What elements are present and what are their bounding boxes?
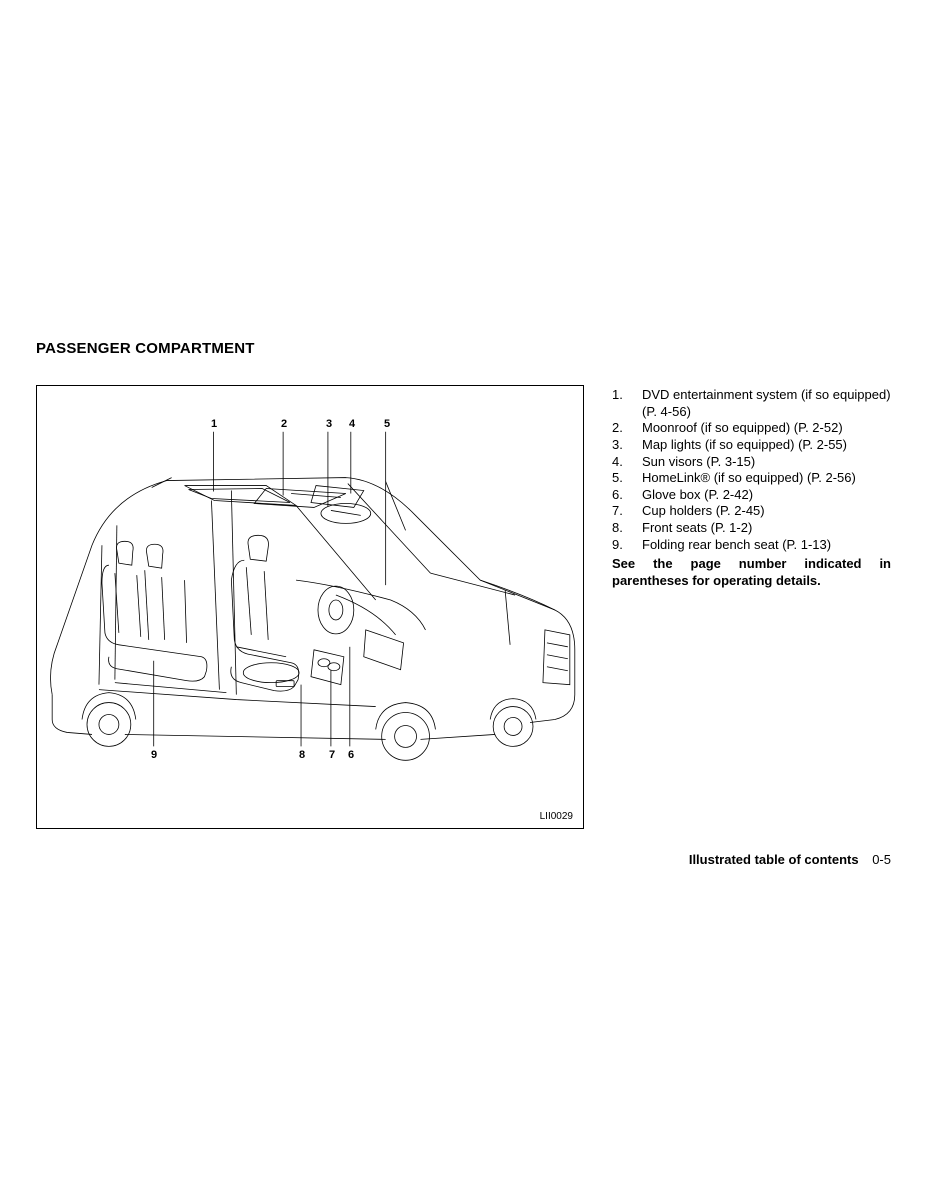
content-row: 1 2 3 4 5 9 8 7 6 [36,385,891,829]
legend-text: Map lights (if so equipped) (P. 2-55) [642,437,891,454]
legend-text: Moonroof (if so equipped) (P. 2-52) [642,420,891,437]
legend-num: 1. [612,387,642,420]
page-content: PASSENGER COMPARTMENT [36,340,891,829]
legend-item: 7. Cup holders (P. 2-45) [612,503,891,520]
legend-num: 4. [612,454,642,471]
callout-6: 6 [348,749,354,761]
legend-num: 8. [612,520,642,537]
diagram-id: LII0029 [540,811,573,822]
legend-text: HomeLink® (if so equipped) (P. 2-56) [642,470,891,487]
footer-section-name: Illustrated table of contents [689,852,859,867]
legend-num: 5. [612,470,642,487]
legend-item: 1. DVD entertainment system (if so equip… [612,387,891,420]
legend-text: Cup holders (P. 2-45) [642,503,891,520]
legend-num: 6. [612,487,642,504]
footer-page-number: 0-5 [872,852,891,867]
callout-2: 2 [281,418,287,430]
section-title: PASSENGER COMPARTMENT [36,340,891,357]
diagram-container: 1 2 3 4 5 9 8 7 6 [36,385,584,829]
callout-8: 8 [299,749,305,761]
callout-5: 5 [384,418,390,430]
callout-1: 1 [211,418,217,430]
legend-item: 5. HomeLink® (if so equipped) (P. 2-56) [612,470,891,487]
legend-item: 9. Folding rear bench seat (P. 1-13) [612,537,891,554]
callout-7: 7 [329,749,335,761]
legend-text: DVD entertainment system (if so equipped… [642,387,891,420]
legend-item: 6. Glove box (P. 2-42) [612,487,891,504]
legend-text: Folding rear bench seat (P. 1-13) [642,537,891,554]
legend-item: 8. Front seats (P. 1-2) [612,520,891,537]
legend-item: 3. Map lights (if so equipped) (P. 2-55) [612,437,891,454]
legend-num: 3. [612,437,642,454]
legend-text: Front seats (P. 1-2) [642,520,891,537]
page-footer: Illustrated table of contents 0-5 [689,852,891,867]
legend-item: 4. Sun visors (P. 3-15) [612,454,891,471]
legend-note: See the page number indicated in parenth… [612,556,891,589]
callout-9: 9 [151,749,157,761]
callout-4: 4 [349,418,355,430]
legend-num: 2. [612,420,642,437]
legend-num: 7. [612,503,642,520]
vehicle-diagram [37,386,583,828]
legend-text: Sun visors (P. 3-15) [642,454,891,471]
legend-item: 2. Moonroof (if so equipped) (P. 2-52) [612,420,891,437]
legend: 1. DVD entertainment system (if so equip… [612,385,891,590]
legend-num: 9. [612,537,642,554]
callout-3: 3 [326,418,332,430]
legend-text: Glove box (P. 2-42) [642,487,891,504]
legend-list: 1. DVD entertainment system (if so equip… [612,387,891,553]
